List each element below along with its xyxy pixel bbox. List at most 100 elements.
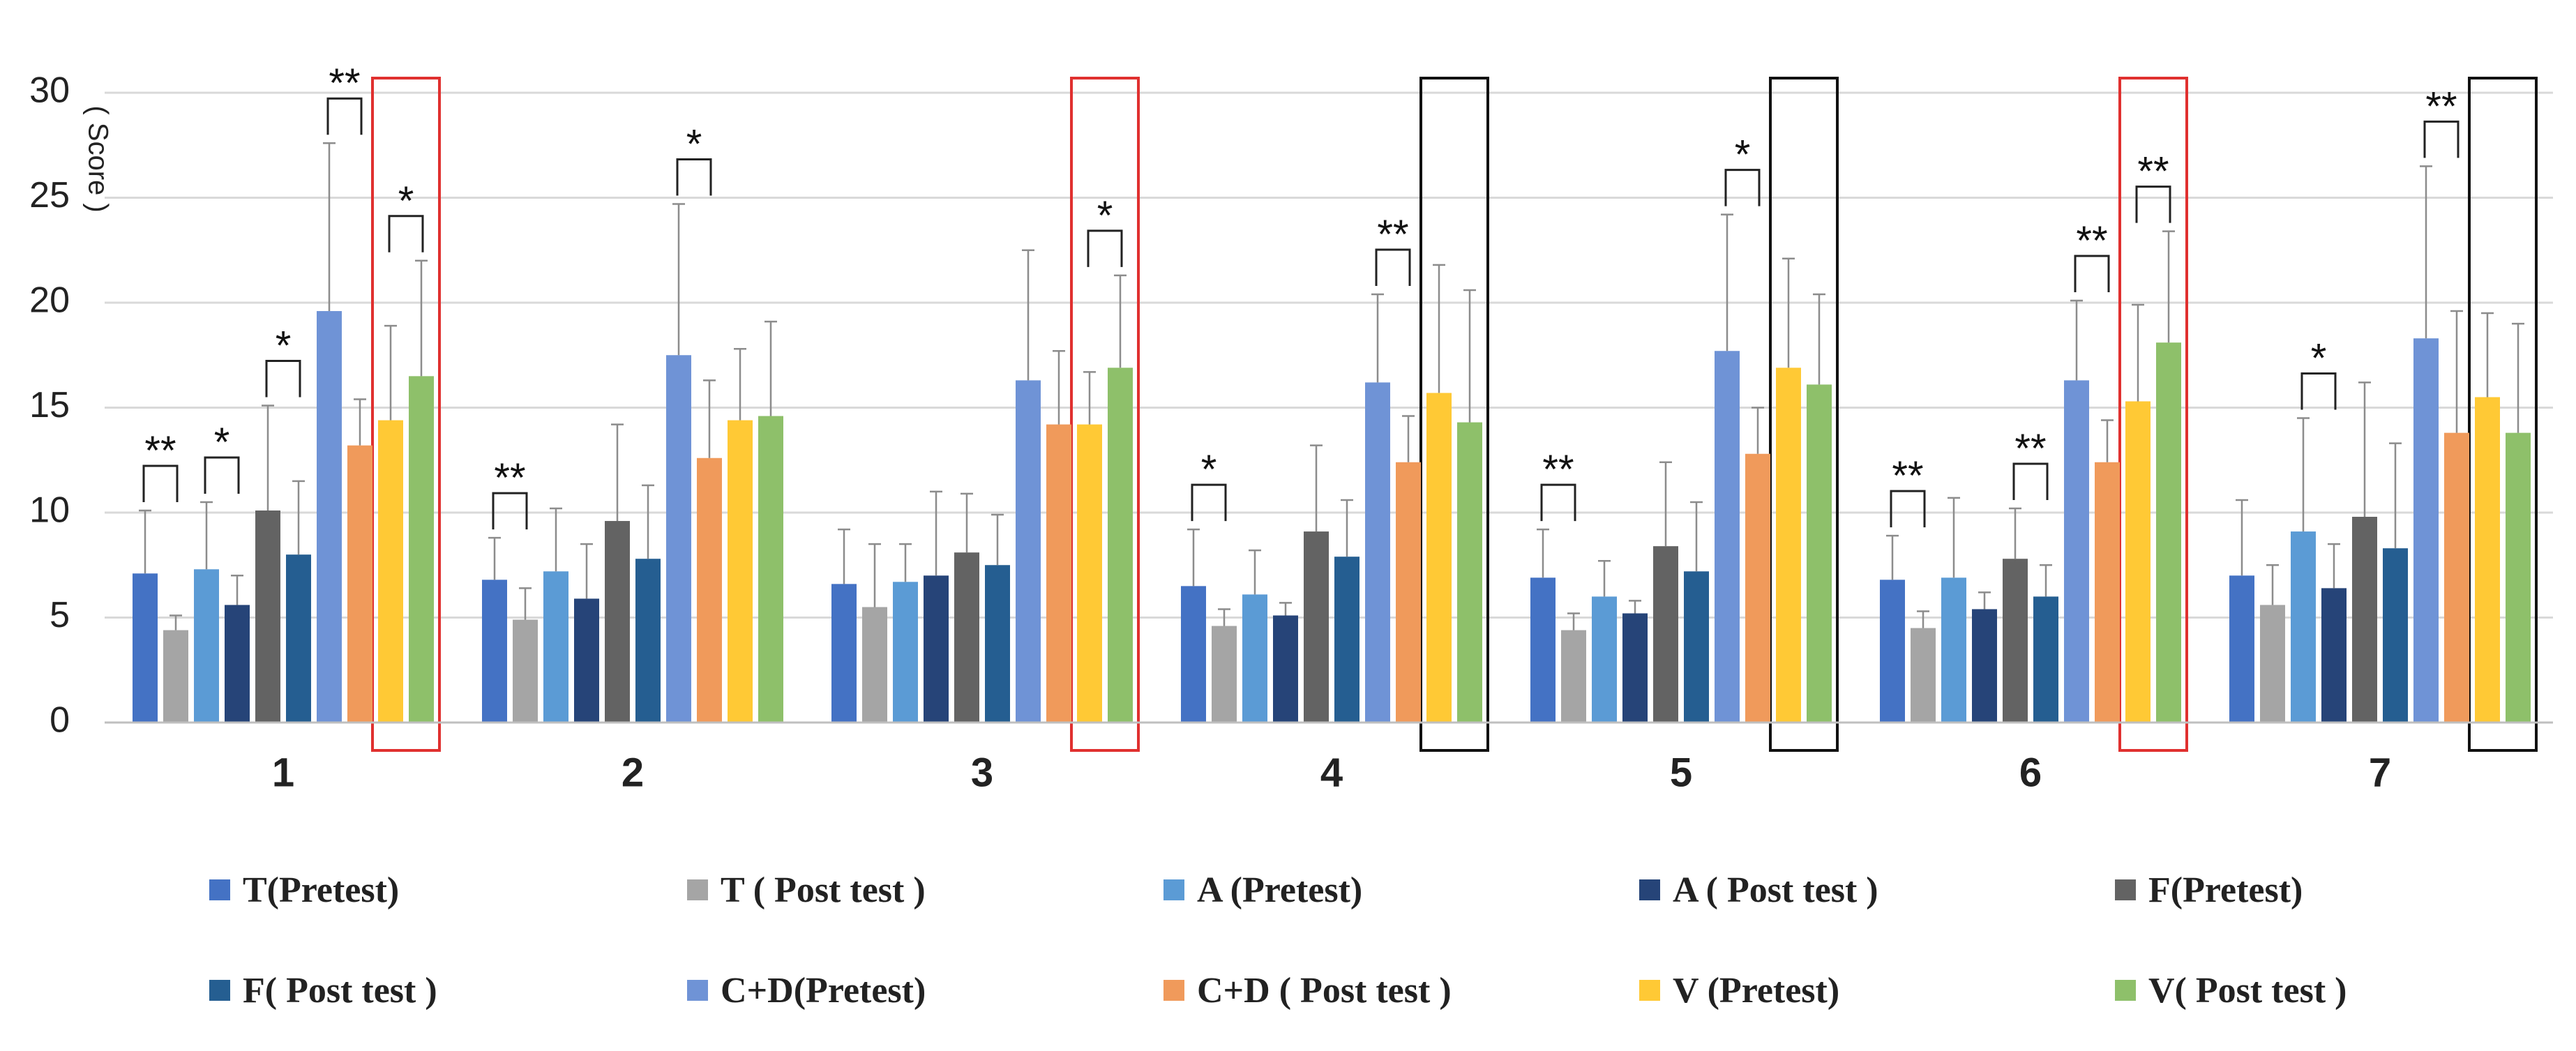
legend-label: C+D(Pretest) [721,970,926,1011]
bar [893,582,918,723]
bar [1365,382,1390,723]
bar [1911,628,1936,723]
significance-bracket [2012,462,2049,500]
legend-swatch [1163,879,1184,900]
bar [1561,630,1586,723]
bar [1592,596,1617,723]
significance-bracket [1540,483,1576,522]
significance-bracket [2074,255,2110,292]
significance-bracket [2300,372,2337,410]
legend-item: T ( Post test ) [687,869,926,911]
legend-label: V (Pretest) [1673,970,1840,1011]
bar [1334,557,1359,723]
legend-label: C+D ( Post test ) [1197,970,1452,1011]
bar [1273,615,1298,723]
significance-bracket [676,158,712,196]
legend-item: F( Post test ) [209,969,437,1011]
bar [2003,559,2028,723]
legend-label: F( Post test ) [243,970,437,1011]
bar [1016,380,1041,723]
x-tick-label: 6 [2019,750,2042,795]
x-tick-label: 2 [622,750,644,795]
bar [194,569,219,723]
highlight-box [2468,77,2538,752]
x-tick-label: 1 [272,750,294,795]
bar [697,458,722,723]
bar [286,554,311,723]
axes: 0 5 10 15 20 25 30 1 2 3 4 5 6 7 [29,70,2553,795]
bar [924,575,949,723]
legend-swatch [1163,980,1184,1001]
bar [1622,613,1648,723]
bar [1880,580,1905,723]
bar [862,607,887,723]
significance-bracket [204,456,240,494]
legend-swatch [1639,879,1660,900]
bar [1212,626,1237,723]
bar [1941,577,1966,723]
x-tick-label: 4 [1320,750,1343,795]
significance-label: ** [2425,84,2457,129]
significance-bracket [2135,186,2171,223]
bar [1304,531,1329,723]
legend-item: F(Pretest) [2115,869,2303,911]
significance-label: * [1735,133,1751,178]
significance-label: ** [2137,149,2169,195]
bar [255,510,280,723]
bar [543,571,568,723]
legend-item: A ( Post test ) [1639,869,1878,911]
x-tick-label: 7 [2369,750,2391,795]
y-tick-label: 0 [50,700,70,741]
bar [2383,548,2408,723]
legend-item: C+D(Pretest) [687,969,926,1011]
bar [163,630,188,723]
bar [2321,588,2347,723]
significance-bracket [1191,483,1227,522]
significance-label: * [1201,447,1217,492]
legend-item: V (Pretest) [1639,969,1839,1011]
significance-bracket [2423,120,2460,158]
y-tick-label: 5 [50,595,70,635]
x-tick-label: 3 [971,750,993,795]
y-tick-label: 15 [29,385,70,425]
bar [2064,380,2089,723]
bar [1807,384,1832,723]
bar [1653,546,1678,723]
bar [605,521,630,723]
bar [1972,609,1997,723]
bar [1684,571,1709,723]
bar [1715,351,1740,723]
significance-label: * [686,122,702,167]
significance-label: * [1097,193,1113,239]
bar [133,573,158,723]
legend-swatch [2115,980,2136,1001]
bar [378,420,403,723]
significance-label: ** [1542,447,1574,492]
bar [1776,368,1801,723]
significance-bracket [1890,490,1926,528]
bar [1108,368,1133,723]
bars [133,311,2531,723]
bar [2352,517,2377,723]
significance-label: ** [2014,426,2046,471]
legend-swatch [687,980,708,1001]
bar [2506,432,2531,723]
significance-bracket [388,215,424,252]
bar [2156,342,2181,723]
bar [2444,432,2469,723]
bar [831,584,857,723]
bar [574,598,599,723]
significance-label: ** [1892,453,1923,499]
legend-label: V( Post test ) [2148,970,2347,1011]
bar [2229,575,2254,723]
bar [1426,393,1452,723]
highlight-boxes [371,77,2538,752]
x-tick-label: 5 [1670,750,1692,795]
legend-swatch [2115,879,2136,900]
legend-item: A (Pretest) [1163,869,1362,911]
legend-swatch [687,879,708,900]
bar [513,619,538,723]
bar [635,559,661,723]
bar [2260,605,2285,723]
error-bars [139,142,2524,630]
